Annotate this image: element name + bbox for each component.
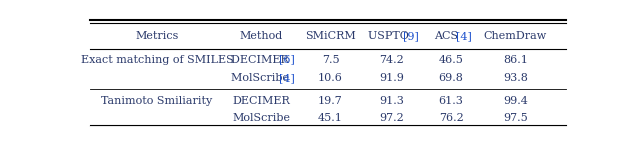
Text: 91.9: 91.9 (379, 73, 404, 83)
Text: Metrics: Metrics (135, 31, 179, 41)
Text: 93.8: 93.8 (503, 73, 528, 83)
Text: [4]: [4] (278, 73, 294, 83)
Text: 46.5: 46.5 (438, 54, 463, 64)
Text: MolScribe: MolScribe (231, 73, 292, 83)
Text: DECIMER: DECIMER (232, 96, 290, 106)
Text: Exact matching of SMILES: Exact matching of SMILES (81, 54, 233, 64)
Text: 61.3: 61.3 (438, 96, 463, 106)
Text: SMiCRM: SMiCRM (305, 31, 356, 41)
Text: Method: Method (239, 31, 283, 41)
Text: 76.2: 76.2 (438, 113, 463, 123)
Text: 74.2: 74.2 (379, 54, 404, 64)
Text: 69.8: 69.8 (438, 73, 463, 83)
Text: 97.2: 97.2 (379, 113, 404, 123)
Text: [6]: [6] (278, 54, 294, 64)
Text: 99.4: 99.4 (503, 96, 528, 106)
Text: [4]: [4] (456, 31, 472, 41)
Text: 91.3: 91.3 (379, 96, 404, 106)
Text: ACS: ACS (434, 31, 462, 41)
Text: 7.5: 7.5 (322, 54, 339, 64)
Text: 86.1: 86.1 (503, 54, 528, 64)
Text: 19.7: 19.7 (318, 96, 343, 106)
Text: ChemDraw: ChemDraw (484, 31, 547, 41)
Text: DECIMER: DECIMER (231, 54, 292, 64)
Text: Tanimoto Smiliarity: Tanimoto Smiliarity (101, 96, 212, 106)
Text: USPTO: USPTO (368, 31, 413, 41)
Text: [9]: [9] (403, 31, 419, 41)
Text: 45.1: 45.1 (318, 113, 343, 123)
Text: MolScribe: MolScribe (232, 113, 290, 123)
Text: 10.6: 10.6 (318, 73, 343, 83)
Text: 97.5: 97.5 (503, 113, 528, 123)
